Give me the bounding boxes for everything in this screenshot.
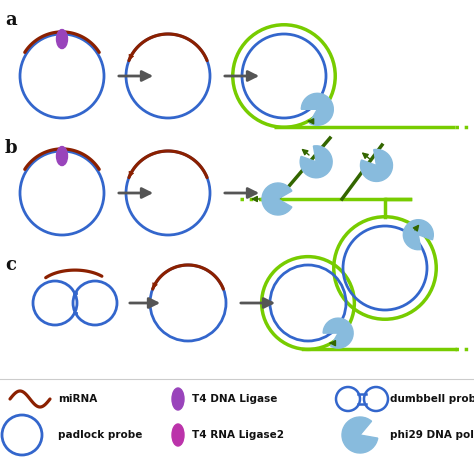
Text: T4 RNA Ligase2: T4 RNA Ligase2 <box>192 430 284 440</box>
Ellipse shape <box>56 147 67 165</box>
Text: c: c <box>5 256 16 274</box>
Wedge shape <box>342 417 378 453</box>
Wedge shape <box>403 220 433 250</box>
Text: padlock probe: padlock probe <box>58 430 142 440</box>
Wedge shape <box>301 93 333 125</box>
Text: T4 DNA Ligase: T4 DNA Ligase <box>192 394 277 404</box>
Ellipse shape <box>56 30 67 48</box>
Ellipse shape <box>172 424 184 446</box>
Text: miRNA: miRNA <box>58 394 97 404</box>
Text: a: a <box>5 11 17 29</box>
Text: b: b <box>5 139 18 157</box>
Ellipse shape <box>172 388 184 410</box>
Wedge shape <box>300 146 332 178</box>
Text: phi29 DNA polymerase: phi29 DNA polymerase <box>390 430 474 440</box>
Text: dumbbell probe: dumbbell probe <box>390 394 474 404</box>
Wedge shape <box>262 183 292 215</box>
Wedge shape <box>323 318 353 348</box>
Wedge shape <box>361 149 392 182</box>
